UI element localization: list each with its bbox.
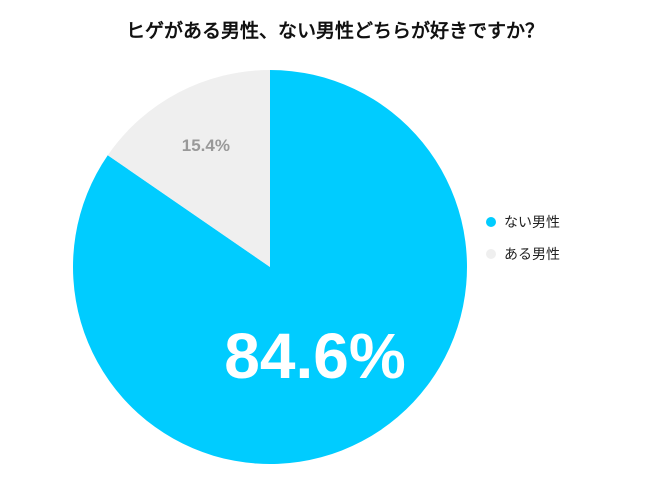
chart-title: ヒゲがある男性、ない男性どちらが好きですか？ bbox=[125, 20, 544, 42]
pie-slices bbox=[72, 70, 467, 465]
pie-label-1: 15.4% bbox=[182, 136, 230, 155]
legend-swatch-aru bbox=[486, 249, 496, 259]
legend: ない男性 ある男性 bbox=[486, 212, 560, 276]
legend-label-nai: ない男性 bbox=[504, 215, 560, 231]
legend-item-nai: ない男性 bbox=[486, 212, 560, 232]
legend-item-aru: ある男性 bbox=[486, 244, 560, 264]
pie-label-0: 84.6% bbox=[224, 320, 405, 392]
pie-slice-1 bbox=[107, 70, 271, 267]
legend-swatch-nai bbox=[486, 217, 496, 227]
legend-label-aru: ある男性 bbox=[504, 247, 560, 263]
pie-labels: 84.6% 15.4% bbox=[182, 136, 406, 392]
